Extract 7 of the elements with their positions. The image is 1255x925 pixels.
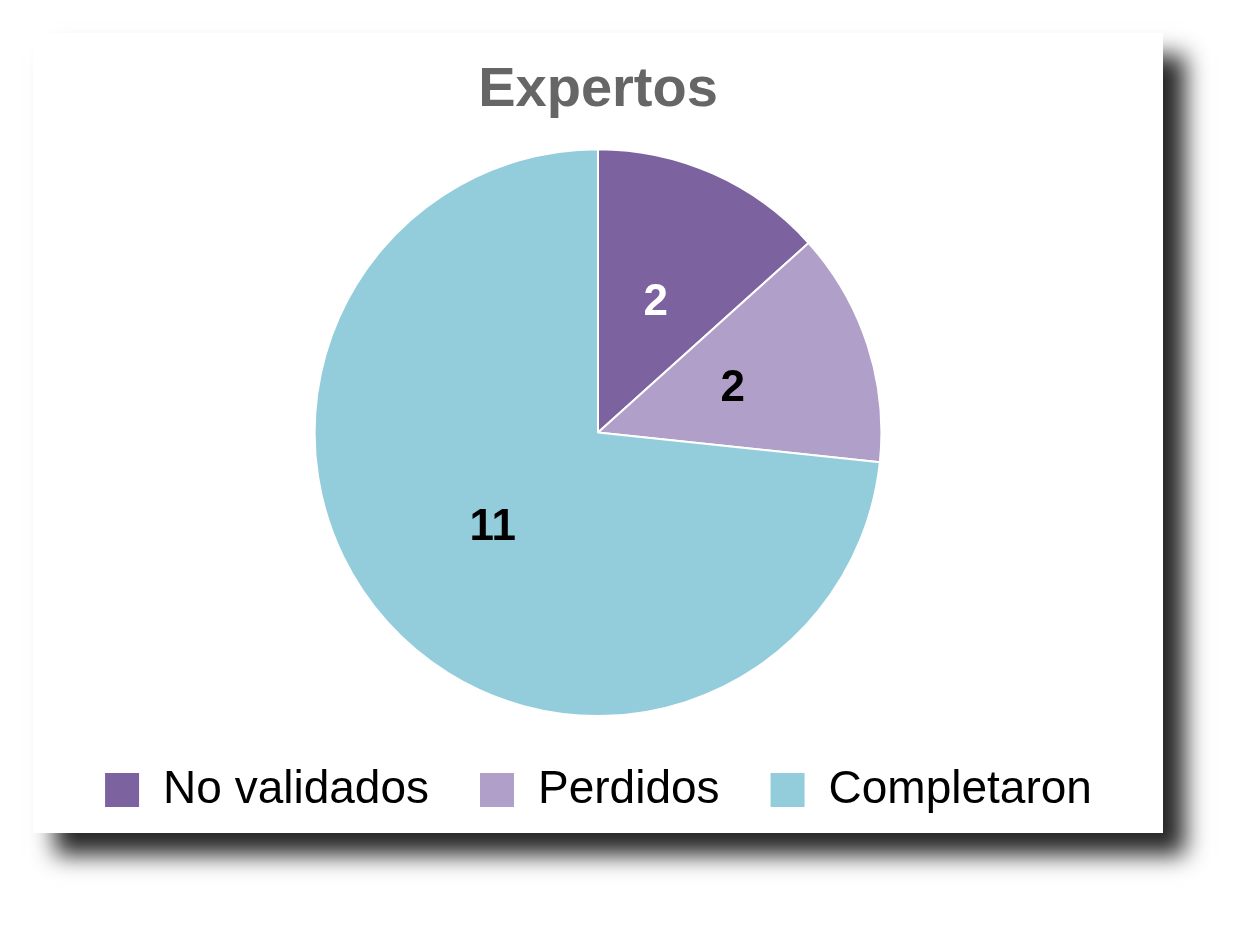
data-label: 2	[720, 360, 746, 410]
legend-label: No validados	[163, 760, 430, 813]
data-label: 11	[469, 499, 516, 549]
chart-title: Expertos	[478, 55, 718, 119]
legend-label: Completaron	[828, 760, 1092, 813]
data-label: 2	[643, 275, 668, 325]
legend-label: Perdidos	[538, 760, 720, 813]
